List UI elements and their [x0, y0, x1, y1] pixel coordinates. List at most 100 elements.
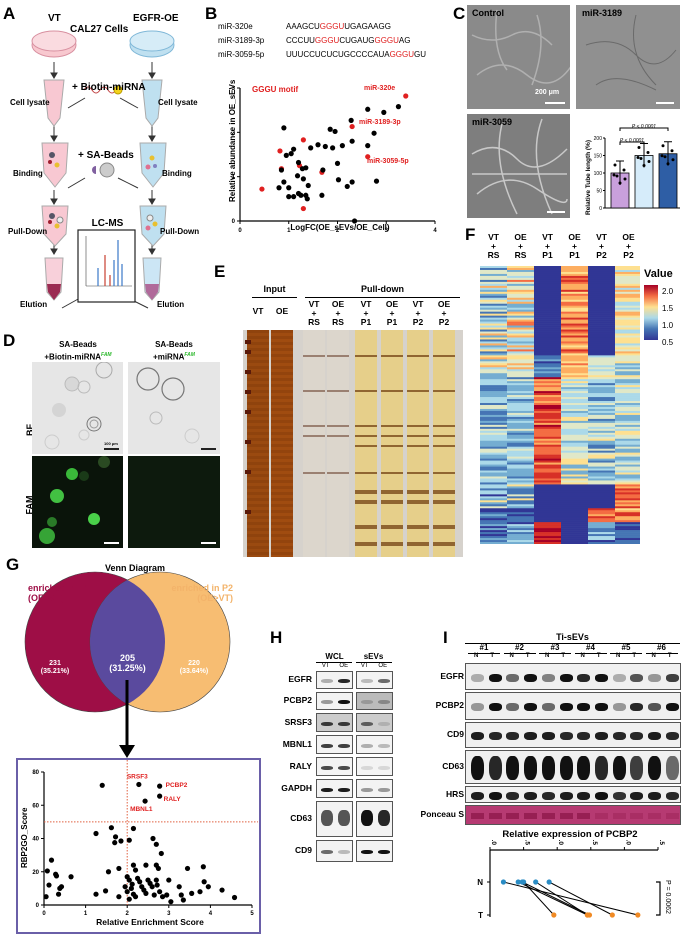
gel-band — [327, 390, 349, 392]
fam-image-biotin — [32, 456, 123, 548]
ponceau-band — [630, 813, 644, 819]
gel-band — [247, 360, 269, 363]
gel-lane — [327, 330, 349, 557]
cell-lysate-right: Cell lysate — [158, 98, 198, 107]
data-point — [320, 167, 326, 173]
sequence: UUUCCUCUCUGCCCCAUAGGGUGU — [286, 50, 427, 59]
gel-band — [247, 342, 269, 345]
ponceau-band — [577, 813, 591, 819]
svg-text:100: 100 — [594, 171, 603, 177]
blot-band — [594, 791, 608, 800]
y-axis-label-c: Relative Tube length (%) — [585, 140, 592, 215]
svg-text:0: 0 — [42, 911, 46, 917]
gel-band — [271, 486, 293, 489]
heatmap-color-scale — [644, 285, 658, 340]
blot-band — [471, 673, 484, 682]
svg-text:20: 20 — [32, 870, 39, 876]
blot-box — [316, 713, 353, 732]
gel-lane — [433, 330, 455, 557]
gel-band — [247, 348, 269, 351]
data-point — [349, 123, 355, 130]
data-point — [365, 154, 371, 160]
scale-bar — [545, 102, 565, 104]
gel-band — [271, 462, 293, 465]
blot-band — [594, 703, 608, 711]
gel-band — [247, 384, 269, 387]
blot-band — [378, 679, 390, 683]
gel-band — [271, 408, 293, 411]
svg-text:P < 0.0001: P < 0.0001 — [620, 138, 644, 144]
blot-band — [338, 765, 350, 770]
blot-band — [361, 700, 373, 704]
x-axis-label-g: Relative Enrichment Score — [96, 917, 204, 927]
scale-bar — [201, 448, 216, 450]
gel-band — [271, 522, 293, 525]
gel-band — [271, 372, 293, 375]
arrow-down-icon — [119, 745, 135, 758]
data-point — [403, 93, 409, 99]
gel-band — [247, 504, 269, 507]
ponceau-band — [559, 813, 573, 819]
blot-band — [321, 679, 333, 683]
scale-bar-label: 100 μm — [104, 441, 118, 446]
gel-band — [271, 426, 293, 429]
col-header-biotin: SA-Beads +Biotin-miRNAFAM — [44, 340, 112, 362]
patient-line — [539, 653, 571, 654]
panel-letter-f: F — [465, 225, 476, 244]
blot-band — [630, 756, 644, 780]
gel-band — [433, 490, 455, 494]
y-axis-label-b: Relative abundance in OE_sEVs — [228, 79, 237, 202]
blot-band — [630, 673, 644, 682]
blot-band — [506, 703, 520, 711]
marker-band — [245, 470, 251, 474]
blot-band — [338, 700, 350, 704]
data-point — [381, 109, 387, 115]
blot-band — [648, 732, 661, 740]
blot-band — [559, 791, 573, 800]
gel-band — [271, 528, 293, 531]
gel-band — [433, 542, 455, 546]
blot-band — [665, 756, 679, 780]
marker-band — [245, 390, 251, 394]
enrichment-plot-frame — [16, 758, 261, 934]
bf-image-biotin: 100 μm — [32, 362, 123, 454]
data-point — [339, 143, 345, 149]
blot-band — [378, 787, 390, 792]
gel-band — [247, 354, 269, 357]
svg-text:0.5: 0.5 — [524, 840, 531, 845]
gel-band — [247, 516, 269, 519]
blot-band — [506, 756, 520, 780]
sequence: AAAGCUGGGUUGAGAAGG — [286, 22, 391, 31]
gel-band — [271, 432, 293, 435]
patient-label: #2 — [515, 643, 524, 652]
image-label: miR-3059 — [472, 117, 513, 127]
gel-band — [247, 462, 269, 465]
patient-line — [503, 653, 536, 654]
data-point — [365, 106, 371, 112]
wcl-line — [316, 662, 352, 663]
blot-band — [559, 703, 573, 711]
mirna-name: miR-320e — [218, 22, 253, 31]
data-point — [319, 192, 325, 198]
gel-band — [381, 355, 403, 357]
blot-band — [630, 732, 644, 740]
set2-label: enriched in P2 (OE>VT) — [171, 583, 233, 603]
gel-band — [327, 355, 349, 357]
sequence: CCCUUGGGUCUGAUGGGGUAG — [286, 36, 411, 45]
elution-left: Elution — [20, 300, 48, 309]
blot-box — [316, 692, 353, 710]
svg-text:3: 3 — [385, 228, 389, 234]
gel-band — [433, 355, 455, 357]
blot-band — [321, 743, 333, 748]
gel-band — [381, 490, 403, 494]
panel-letter-h: H — [270, 628, 283, 647]
blot-band — [378, 700, 390, 704]
svg-text:3: 3 — [232, 86, 236, 92]
data-point — [349, 138, 355, 144]
ponceau-band — [594, 813, 608, 819]
label-mir-3059: miR-3059-5p — [367, 158, 409, 165]
svg-text:1.0: 1.0 — [557, 840, 564, 845]
